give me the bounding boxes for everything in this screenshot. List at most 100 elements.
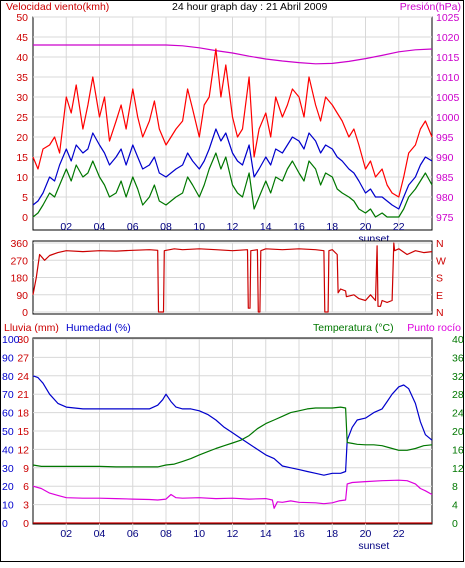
wind-direction-line (32, 242, 433, 313)
temperature-tick-label: 24 (452, 408, 464, 420)
hour-tick-label: 22 (393, 221, 405, 233)
hour-tick-label: 14 (260, 221, 272, 233)
rain-tick-label: 0 (23, 518, 29, 530)
wind-pressure-series (32, 44, 433, 218)
humidity-tick-label: 70 (2, 389, 14, 401)
wind-speed-tick-label: 15 (16, 152, 28, 164)
rain-tick-label: 18 (17, 408, 29, 420)
rain-tick-label: 6 (23, 481, 29, 493)
hour-tick-label: 18 (326, 221, 338, 233)
humidity-temperature-grid (33, 338, 432, 537)
wind-speed-tick-label: 40 (16, 52, 28, 64)
humidity-tick-label: 10 (2, 500, 14, 512)
sunset-label: sunset (358, 540, 389, 552)
dew-point-line (32, 479, 433, 509)
hour-tick-label: 10 (193, 528, 205, 540)
direction-degree-tick-label: 360 (10, 238, 28, 250)
temperature-tick-label: 4 (452, 500, 458, 512)
hour-tick-label: 02 (60, 221, 72, 233)
hour-tick-label: 12 (227, 528, 239, 540)
hour-tick-label: 18 (326, 528, 338, 540)
pressure-line (33, 44, 433, 65)
hour-tick-label: 10 (193, 221, 205, 233)
wind-speed-tick-label: 10 (16, 172, 28, 184)
direction-degree-tick-label: 90 (16, 290, 28, 302)
humidity-line (32, 375, 433, 476)
direction-degree-tick-label: 180 (10, 273, 28, 285)
wind-speed-tick-label: 35 (16, 72, 28, 84)
rain-tick-label: 9 (23, 463, 29, 475)
rain-tick-label: 21 (17, 389, 29, 401)
humidity-tick-label: 0 (2, 518, 8, 530)
pressure-axis: 975 980 985 990 995 1000 1005 1010 1015 1020 1025 (436, 12, 460, 224)
wind-direction-grid (33, 242, 432, 313)
temperature-tick-label: 0 (452, 518, 458, 530)
compass-tick-label: S (436, 273, 443, 285)
hour-tick-label: 14 (260, 528, 272, 540)
hour-tick-label: 04 (94, 221, 106, 233)
humidity-temperature-series (32, 375, 433, 524)
pressure-tick-label: 1015 (436, 52, 460, 64)
direction-degree-tick-label: 270 (10, 255, 28, 267)
humidity-tick-label: 30 (2, 463, 14, 475)
pressure-tick-label: 1020 (436, 32, 460, 44)
hour-tick-label: 16 (293, 221, 305, 233)
dew-point-axis-label: Punto rocío (407, 322, 461, 334)
temperature-tick-label: 8 (452, 481, 458, 493)
pressure-tick-label: 1010 (436, 72, 460, 84)
hour-tick-label: 06 (127, 528, 139, 540)
rain-tick-label: 3 (23, 500, 29, 512)
pressure-tick-label: 980 (436, 192, 454, 204)
wind-speed-tick-label: 0 (22, 212, 28, 224)
compass-tick-label: E (436, 290, 443, 302)
hour-tick-label: 22 (393, 528, 405, 540)
wind-direction-degrees-axis: 360 270 180 90 0 (10, 238, 28, 319)
wind-speed-axis: 0 5 10 15 20 25 30 35 40 45 50 (16, 12, 28, 224)
pressure-tick-label: 990 (436, 152, 454, 164)
temperature-line (32, 406, 433, 468)
pressure-tick-label: 975 (436, 212, 454, 224)
temperature-tick-label: 32 (452, 371, 464, 383)
hour-tick-label: 16 (293, 528, 305, 540)
temperature-tick-label: 16 (452, 444, 464, 456)
pressure-tick-label: 1000 (436, 112, 460, 124)
hour-tick-label: 20 (360, 528, 372, 540)
direction-degree-tick-label: 0 (22, 307, 28, 319)
pressure-tick-label: 1025 (436, 12, 460, 24)
temperature-tick-label: 20 (452, 426, 464, 438)
temperature-tick-label: 12 (452, 463, 464, 475)
humidity-tick-label: 80 (2, 371, 14, 383)
hour-tick-label: 08 (160, 221, 172, 233)
temperature-tick-label: 40 (452, 334, 464, 346)
humidity-tick-label: 50 (2, 426, 14, 438)
wind-gust-line (32, 48, 433, 198)
wind-speed-tick-label: 25 (16, 112, 28, 124)
wind-speed-tick-label: 30 (16, 92, 28, 104)
compass-tick-label: N (436, 307, 444, 319)
wind-direction-series (32, 242, 433, 313)
pressure-tick-label: 995 (436, 132, 454, 144)
wind-pressure-hour-axis: 02 04 06 08 10 12 14 16 18 20 22 (60, 221, 404, 233)
humidity-tick-label: 90 (2, 352, 14, 364)
humidity-tick-label: 60 (2, 408, 14, 420)
pressure-axis-label: Presión(hPa) (400, 1, 461, 13)
rain-tick-label: 30 (17, 334, 29, 346)
wind-low-line (32, 152, 433, 218)
hour-tick-label: 02 (60, 528, 72, 540)
humidity-axis-label: Humedad (%) (66, 322, 131, 334)
pressure-tick-label: 1005 (436, 92, 460, 104)
rain-tick-label: 12 (17, 444, 29, 456)
compass-tick-label: W (436, 255, 446, 267)
pressure-tick-label: 985 (436, 172, 454, 184)
wind-average-line (32, 128, 433, 210)
temperature-tick-label: 36 (452, 352, 464, 364)
humidity-tick-label: 20 (2, 481, 14, 493)
wind-speed-tick-label: 20 (16, 132, 28, 144)
wind-speed-tick-label: 5 (22, 192, 28, 204)
